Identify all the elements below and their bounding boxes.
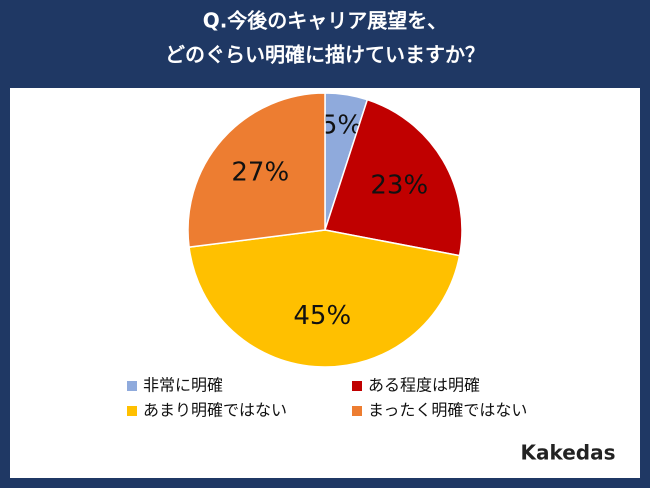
data-label: 23% [370,171,428,201]
data-label: 45% [293,301,351,331]
legend-swatch [352,381,362,391]
pie-slice [187,92,326,249]
pie-slice [188,229,461,368]
chart-title: Q.今後のキャリア展望を、 [203,9,448,33]
legend-label: 非常に明確 [143,376,223,395]
legend-label: あまり明確ではない [143,401,287,420]
legend-label: まったく明確ではない [368,401,527,420]
data-label: 27% [231,157,289,187]
pie-slice [324,98,463,257]
logo: Kakedas [520,441,615,465]
legend-swatch [127,406,137,416]
legend-label: ある程度は明確 [368,376,480,395]
legend-swatch [127,381,137,391]
legend-swatch [352,406,362,416]
chart-title: どのぐらい明確に描けていますか？ [165,43,485,67]
